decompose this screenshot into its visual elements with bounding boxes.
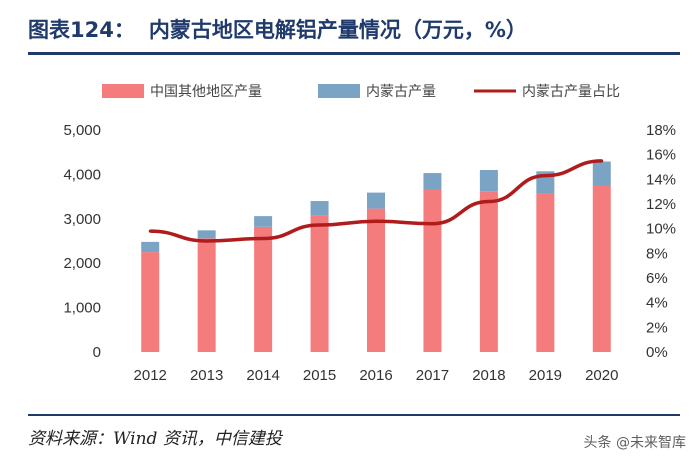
bar-other-region [592,185,611,352]
bar-other-region [479,191,498,352]
y-right-tick-label: 4% [646,295,668,312]
legend-label-other: 中国其他地区产量 [150,84,262,100]
y-right-tick-label: 16% [646,147,676,164]
legend-label-share: 内蒙古产量占比 [522,84,620,100]
bar-other-region [310,215,329,352]
y-right-tick-label: 12% [646,196,676,213]
watermark: 头条 @未来智库 [583,435,686,451]
legend: 中国其他地区产量 内蒙古产量 内蒙古产量占比 [102,84,620,100]
share-line-point [148,229,152,233]
y-left-tick-label: 5,000 [63,122,101,139]
y-left-tick-label: 1,000 [63,300,101,317]
source-note: 资料来源：Wind 资讯，中信建投 [28,429,282,449]
y-left-tick-label: 4,000 [63,166,101,183]
share-line-point [205,239,209,243]
bar-other-region [254,226,273,352]
x-tick-label: 2012 [134,367,167,384]
y-right-tick-label: 14% [646,171,676,188]
y-left-tick-label: 3,000 [63,211,101,228]
x-tick-label: 2013 [190,367,223,384]
legend-swatch-other [102,84,144,98]
footer-rule [28,414,680,416]
bar-inner-mongolia [423,173,442,190]
x-tick-label: 2016 [359,367,392,384]
y-left-tick-label: 0 [93,344,101,361]
figure-title: 内蒙古地区电解铝产量情况（万元，%） [148,18,527,42]
bar-other-region [423,189,442,352]
bar-inner-mongolia [479,169,498,192]
share-line-point [374,219,378,223]
bars [141,161,611,352]
chart-title: 图表124： 内蒙古地区电解铝产量情况（万元，%） [28,14,527,44]
y-right-tick-label: 6% [646,270,668,287]
y-right-tick-label: 18% [646,122,676,139]
bar-other-region [197,238,216,352]
bar-inner-mongolia [592,161,611,186]
x-tick-label: 2018 [472,367,505,384]
x-tick-label: 2017 [416,367,449,384]
bar-inner-mongolia [310,201,329,216]
share-line-point [600,159,604,163]
x-tick-label: 2015 [303,367,336,384]
y-right-tick-label: 0% [646,344,668,361]
bar-inner-mongolia [197,230,216,239]
x-tick-label: 2014 [246,367,279,384]
figure-label: 图表124： [28,18,135,42]
x-tick-label: 2020 [585,367,618,384]
bar-other-region [367,208,385,352]
legend-swatch-inner-mongolia [318,84,360,98]
legend-label-inner-mongolia: 内蒙古产量 [366,84,436,100]
y-axis-left: 0 1,000 2,000 3,000 4,000 5,000 [63,122,101,361]
share-line-point [261,237,265,241]
y-axis-right: 0% 2% 4% 6% 8% 10% 12% 14% 16% 18% [646,122,676,361]
share-line-point [487,200,491,204]
title-rule [28,52,680,55]
bar-inner-mongolia [141,241,160,253]
y-right-tick-label: 2% [646,319,668,336]
bar-other-region [141,252,160,352]
share-line-point [543,174,547,178]
bar-other-region [536,193,555,352]
bar-inner-mongolia [367,192,385,209]
y-left-tick-label: 2,000 [63,255,101,272]
share-line [148,159,604,243]
bar-inner-mongolia [254,216,273,227]
y-right-tick-label: 8% [646,245,668,262]
share-line-point [318,223,322,227]
x-tick-label: 2019 [529,367,562,384]
x-axis: 2012 2013 2014 2015 2016 2017 2018 2019 2020 [134,367,619,384]
share-line-point [430,222,434,226]
y-right-tick-label: 10% [646,221,676,238]
